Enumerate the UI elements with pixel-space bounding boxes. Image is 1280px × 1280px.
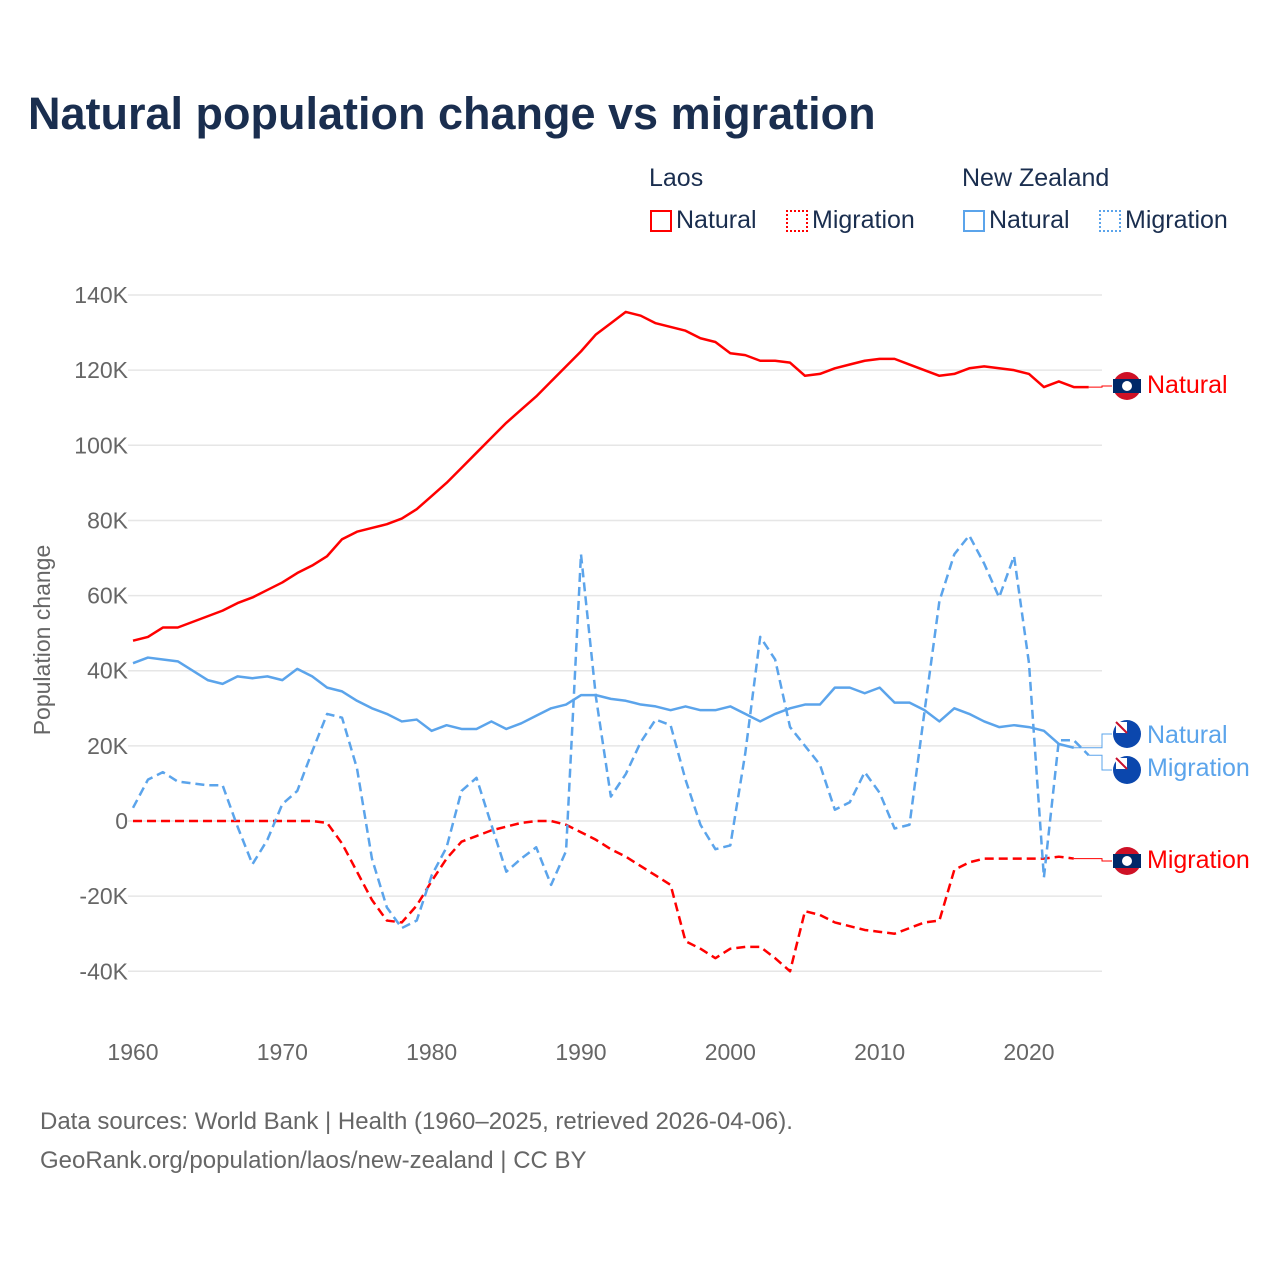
flag-disc (1122, 856, 1132, 866)
dotted-swatch-icon (786, 209, 808, 232)
dotted-swatch-icon (1099, 209, 1121, 232)
end-label: Migration (1147, 846, 1250, 874)
legend-label: Natural (989, 206, 1070, 234)
y-tick-label: 40K (87, 658, 129, 684)
y-tick-label: 120K (74, 357, 128, 383)
y-axis-label: Population change (29, 545, 55, 736)
end-label: Natural (1147, 721, 1228, 749)
footer-sources: Data sources: World Bank | Health (1960–… (40, 1108, 793, 1135)
legend-label: Natural (676, 206, 757, 234)
legend-laos-natural[interactable]: Natural (650, 206, 757, 235)
y-tick-label: 80K (87, 507, 129, 533)
legend-group-laos: Laos (649, 164, 704, 192)
x-tick-label: 1960 (107, 1039, 158, 1065)
x-tick-label: 2020 (1003, 1039, 1054, 1065)
leader-line (1073, 858, 1112, 862)
leader-line (1088, 385, 1112, 388)
leader-line (1073, 733, 1112, 749)
y-tick-label: 60K (87, 583, 129, 609)
y-tick-label: 140K (74, 282, 128, 308)
solid-swatch-icon (650, 209, 672, 232)
solid-swatch-icon (963, 209, 985, 232)
x-tick-label: 2000 (705, 1039, 756, 1065)
x-tick-label: 1990 (555, 1039, 606, 1065)
end-label: Natural (1147, 371, 1228, 399)
y-tick-label: 20K (87, 733, 129, 759)
legend-nz-migration[interactable]: Migration (1099, 206, 1228, 235)
y-tick-label: 0 (115, 808, 128, 834)
flag-disc (1122, 381, 1132, 391)
series-line-laos-natural (132, 310, 1089, 642)
footer-link[interactable]: GeoRank.org/population/laos/new-zealand … (40, 1147, 587, 1174)
x-tick-label: 1970 (257, 1039, 308, 1065)
x-tick-label: 2010 (854, 1039, 905, 1065)
y-tick-label: -40K (79, 958, 128, 984)
legend-label: Migration (1125, 206, 1228, 234)
legend-group-new-zealand: New Zealand (962, 164, 1110, 192)
y-tick-label: -20K (79, 883, 128, 909)
end-label: Migration (1147, 754, 1250, 782)
flag-cross (1115, 721, 1128, 734)
legend-laos-migration[interactable]: Migration (786, 206, 915, 235)
legend-nz-natural[interactable]: Natural (963, 206, 1070, 235)
chart-title: Natural population change vs migration (28, 88, 876, 139)
y-tick-label: 100K (74, 432, 128, 458)
flag-cross (1115, 757, 1128, 770)
series-line-new-zealand-migration (131, 534, 1090, 930)
legend-label: Migration (812, 206, 915, 234)
leader-line (1088, 754, 1112, 771)
series-line-laos-migration (133, 819, 1074, 973)
x-tick-label: 1980 (406, 1039, 457, 1065)
series-line-new-zealand-natural (132, 656, 1075, 749)
